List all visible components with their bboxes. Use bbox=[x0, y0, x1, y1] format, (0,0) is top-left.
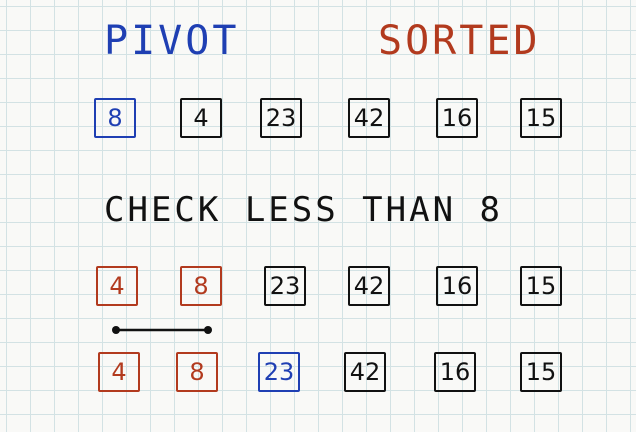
pivot-label: PIVOT bbox=[104, 18, 240, 64]
array-cell: 4 bbox=[96, 266, 138, 306]
array-cell: 16 bbox=[436, 98, 478, 138]
array-cell: 42 bbox=[348, 266, 390, 306]
array-cell: 42 bbox=[348, 98, 390, 138]
sorted-label: SORTED bbox=[378, 18, 541, 64]
array-cell: 15 bbox=[520, 352, 562, 392]
after-check-row: 4 8 23 42 16 15 bbox=[0, 266, 636, 316]
array-cell: 8 bbox=[94, 98, 136, 138]
array-cell: 16 bbox=[434, 352, 476, 392]
array-cell: 23 bbox=[264, 266, 306, 306]
array-cell: 4 bbox=[98, 352, 140, 392]
array-cell: 15 bbox=[520, 266, 562, 306]
check-less-than-8-label: CHECK LESS THAN 8 bbox=[104, 190, 503, 230]
array-cell: 16 bbox=[436, 266, 478, 306]
array-cell: 23 bbox=[260, 98, 302, 138]
array-cell: 23 bbox=[258, 352, 300, 392]
array-cell: 42 bbox=[344, 352, 386, 392]
final-array-row: 4 8 23 42 16 15 bbox=[0, 352, 636, 402]
array-cell: 8 bbox=[180, 266, 222, 306]
connector-line bbox=[112, 326, 212, 334]
initial-array-row: 8 4 23 42 16 15 bbox=[0, 98, 636, 148]
array-cell: 8 bbox=[176, 352, 218, 392]
array-cell: 4 bbox=[180, 98, 222, 138]
array-cell: 15 bbox=[520, 98, 562, 138]
